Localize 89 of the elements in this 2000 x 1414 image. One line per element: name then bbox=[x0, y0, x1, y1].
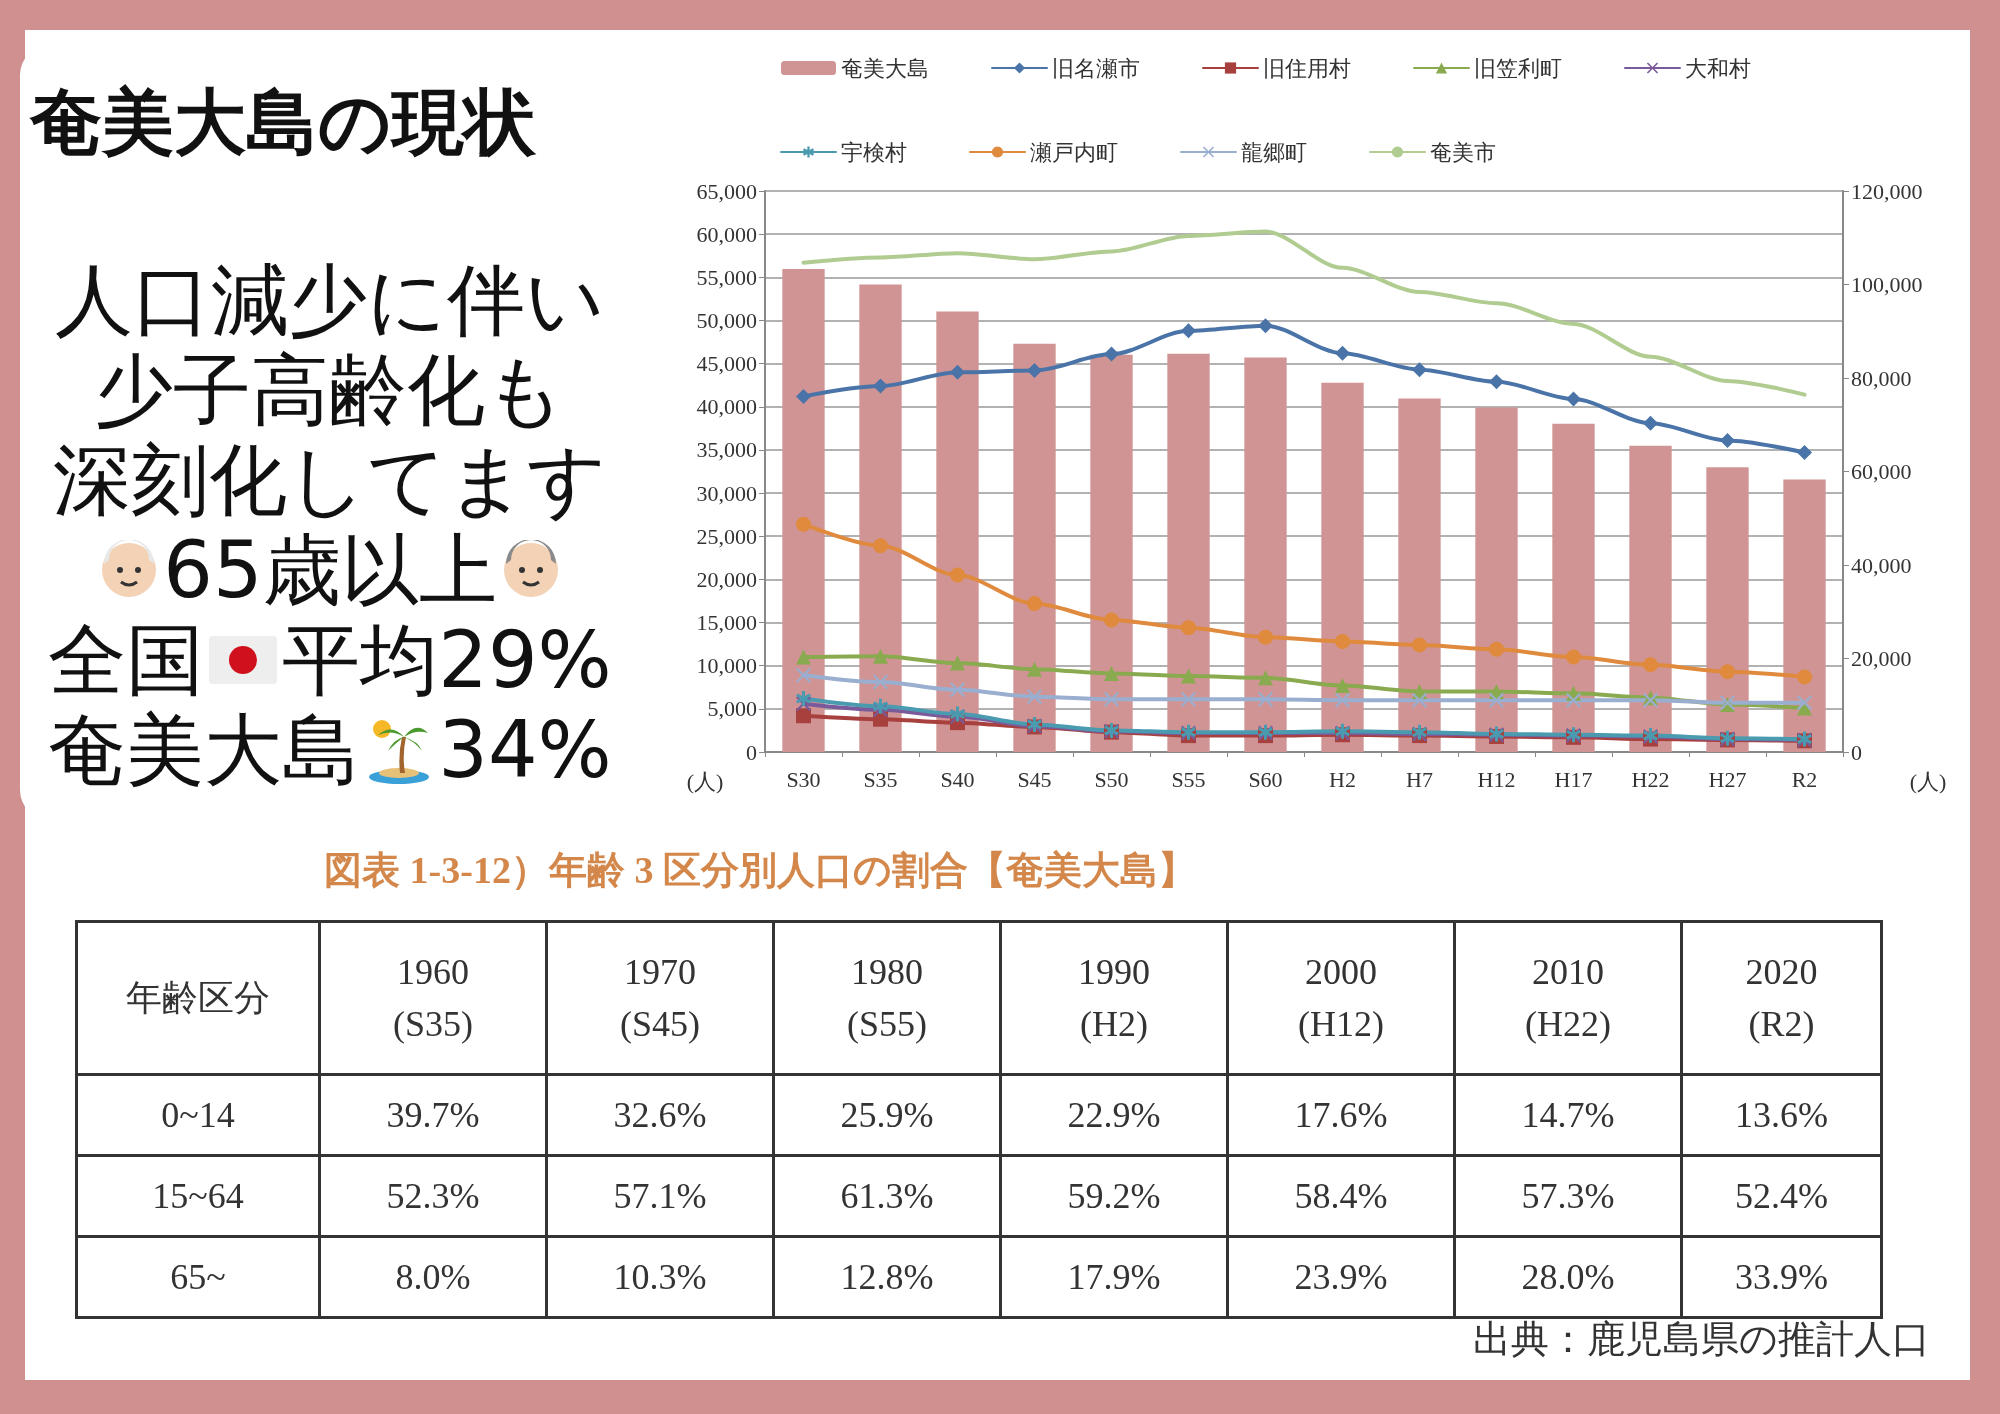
data-label: 57.3% bbox=[1454, 1155, 1682, 1237]
x-tick-label: H27 bbox=[1708, 766, 1747, 792]
legend-label: 宇検村 bbox=[841, 139, 907, 165]
legend-label: 奄美市 bbox=[1430, 139, 1496, 165]
data-label: 25.9% bbox=[773, 1074, 1001, 1156]
x-tick-label: S35 bbox=[863, 766, 898, 792]
y2-tick-label: 80,000 bbox=[1851, 365, 1912, 391]
data-label: 61.3% bbox=[773, 1155, 1001, 1237]
data-label: 23.9% bbox=[1227, 1236, 1455, 1318]
x-tick-label: H22 bbox=[1631, 766, 1670, 792]
legend-label: 瀬戸内町 bbox=[1030, 139, 1118, 165]
y-tick-label: 15~64 bbox=[76, 1155, 320, 1237]
x-tick-label: 1980 (S55) bbox=[773, 921, 1001, 1075]
y-tick-label: 15,000 bbox=[696, 610, 757, 636]
y-tick-label: 30,000 bbox=[696, 480, 757, 506]
text: 全国 bbox=[48, 615, 205, 705]
x-tick-label: 2000 (H12) bbox=[1227, 921, 1455, 1075]
y-tick-label: 65~ bbox=[76, 1236, 320, 1318]
legend-label: 旧住用村 bbox=[1263, 55, 1351, 81]
data-label: 59.2% bbox=[1000, 1155, 1228, 1237]
data-label: 10.3% bbox=[546, 1236, 774, 1318]
data-label: 52.3% bbox=[319, 1155, 547, 1237]
y-tick-label: 0 bbox=[746, 739, 757, 765]
text: 深刻化してます bbox=[53, 435, 607, 525]
chart-title: 図表 1-3-12）年齢 3 区分別人口の割合【奄美大島】 bbox=[323, 848, 1197, 893]
y-tick-label: 65,000 bbox=[696, 178, 757, 204]
data-label: 13.6% bbox=[1681, 1074, 1882, 1156]
data-label: 28.0% bbox=[1454, 1236, 1682, 1318]
chart-title: 奄美大島の現状 bbox=[30, 79, 537, 166]
x-axis-title: 年齢区分 bbox=[76, 921, 320, 1075]
data-label: 17.6% bbox=[1227, 1074, 1455, 1156]
legend-label: 大和村 bbox=[1685, 55, 1751, 81]
data-label: 39.7% bbox=[319, 1074, 547, 1156]
legend-label: 奄美大島 bbox=[841, 55, 929, 81]
y2-tick-label: 60,000 bbox=[1851, 459, 1912, 484]
x-tick-label: S30 bbox=[786, 766, 821, 792]
x-tick-label: 1970 (S45) bbox=[546, 921, 774, 1075]
x-tick-label: 2010 (H22) bbox=[1454, 921, 1682, 1075]
x-tick-label: R2 bbox=[1791, 766, 1818, 792]
y-axis-title: (人) bbox=[686, 768, 724, 794]
y-tick-label: 60,000 bbox=[696, 221, 757, 247]
x-tick-label: 1990 (H2) bbox=[1000, 921, 1228, 1075]
x-tick-label: H12 bbox=[1477, 766, 1516, 792]
data-label: 22.9% bbox=[1000, 1074, 1228, 1156]
x-tick-label: S45 bbox=[1017, 766, 1052, 792]
x-tick-label: H17 bbox=[1554, 766, 1593, 792]
y-tick-label: 55,000 bbox=[696, 264, 757, 290]
y-tick-label: 5,000 bbox=[707, 696, 757, 722]
data-label: 8.0% bbox=[319, 1236, 547, 1318]
x-tick-label: S50 bbox=[1094, 766, 1129, 792]
data-label: 32.6% bbox=[546, 1074, 774, 1156]
y-tick-label: 10,000 bbox=[696, 653, 757, 679]
y2-tick-label: 20,000 bbox=[1851, 646, 1912, 671]
y-tick-label: 25,000 bbox=[696, 523, 757, 549]
y-tick-label: 40,000 bbox=[696, 394, 757, 420]
y2-tick-label: 120,000 bbox=[1851, 178, 1923, 204]
legend-label: 龍郷町 bbox=[1241, 139, 1307, 165]
data-label: 14.7% bbox=[1454, 1074, 1682, 1156]
y2-tick-label: 100,000 bbox=[1851, 272, 1923, 297]
y-tick-label: 35,000 bbox=[696, 437, 757, 463]
y-tick-label: 50,000 bbox=[696, 307, 757, 333]
legend-label: 旧笠利町 bbox=[1474, 55, 1562, 81]
data-label: 52.4% bbox=[1681, 1155, 1882, 1237]
y2-tick-label: 0 bbox=[1851, 739, 1862, 765]
data-label: 12.8% bbox=[773, 1236, 1001, 1318]
text: 34% bbox=[438, 705, 612, 795]
data-label: 58.4% bbox=[1227, 1155, 1455, 1237]
legend-label: 旧名瀬市 bbox=[1052, 55, 1140, 81]
source-note: 出典：鹿児島県の推計人口 bbox=[1473, 1317, 1930, 1362]
data-label: 33.9% bbox=[1681, 1236, 1882, 1318]
x-tick-label: H7 bbox=[1406, 766, 1433, 792]
x-tick-label: S60 bbox=[1248, 766, 1283, 792]
y-tick-label: 0~14 bbox=[76, 1074, 320, 1156]
data-label: 57.1% bbox=[546, 1155, 774, 1237]
text: 65歳以上 bbox=[163, 525, 497, 615]
x-tick-label: 1960 (S35) bbox=[319, 921, 547, 1075]
y-tick-label: 45,000 bbox=[696, 351, 757, 377]
text: 平均29% bbox=[282, 615, 612, 705]
text: 人口減少に伴い bbox=[55, 255, 605, 345]
text: 奄美大島 bbox=[48, 705, 361, 795]
x-tick-label: S40 bbox=[940, 766, 975, 792]
y2-axis-title: (人) bbox=[1909, 768, 1947, 794]
data-label: 17.9% bbox=[1000, 1236, 1228, 1318]
x-tick-label: H2 bbox=[1329, 766, 1356, 792]
y-tick-label: 20,000 bbox=[696, 566, 757, 592]
x-tick-label: 2020 (R2) bbox=[1681, 921, 1882, 1075]
text: 少子高齢化も bbox=[95, 345, 565, 435]
y2-tick-label: 40,000 bbox=[1851, 552, 1912, 578]
x-tick-label: S55 bbox=[1171, 766, 1206, 792]
